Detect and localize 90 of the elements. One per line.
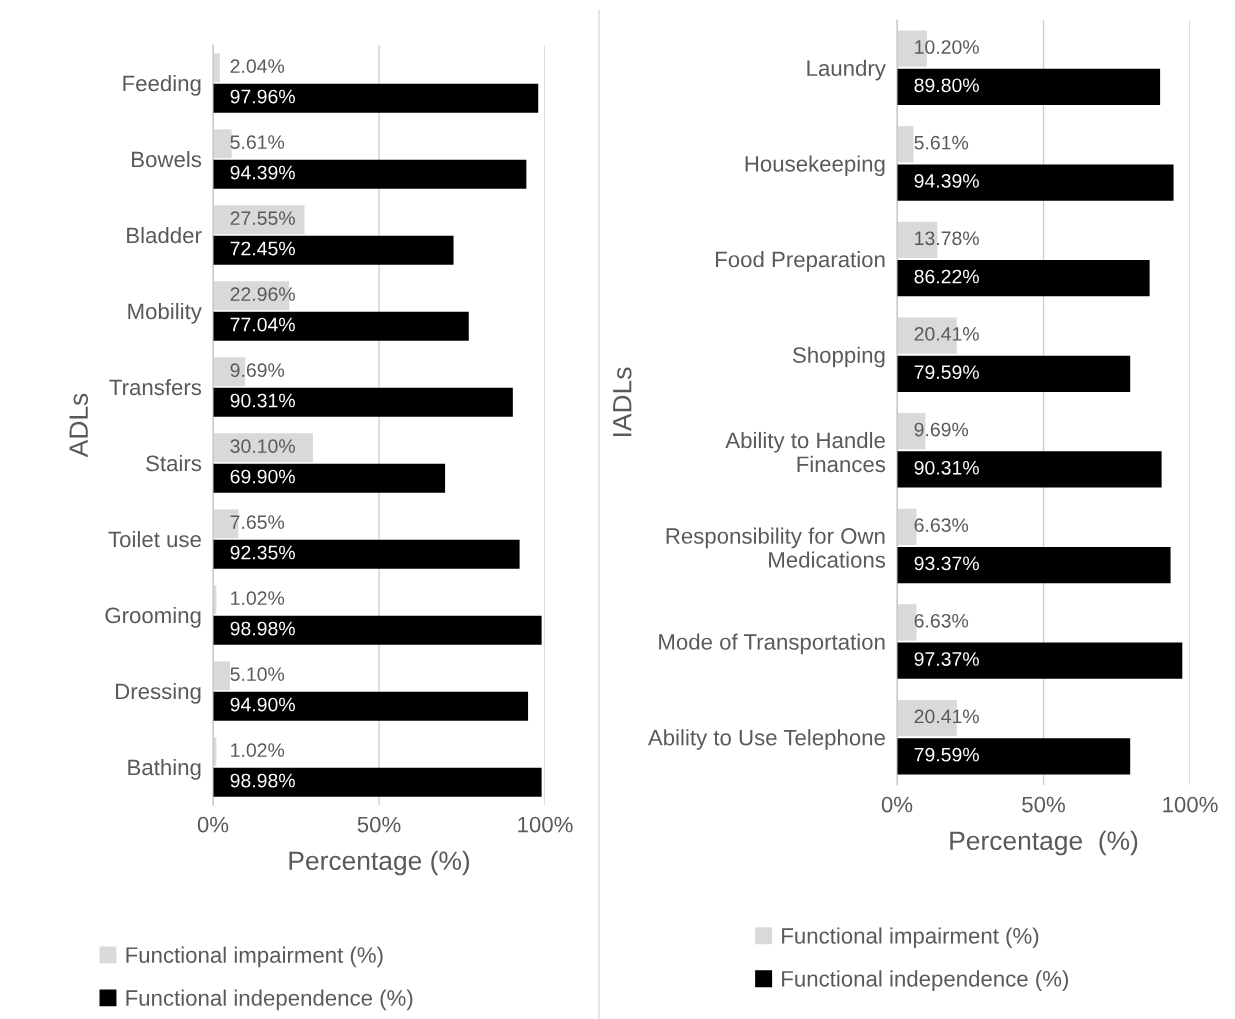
bar <box>213 767 542 797</box>
y-tick-label: Ability to Handle Finances <box>725 431 886 473</box>
y-tick-label: Food Preparation <box>716 251 885 272</box>
data-label: 97.37% <box>914 652 979 666</box>
data-label: 2.04% <box>230 59 285 74</box>
data-label: 1.02% <box>231 591 285 606</box>
data-label: 90.31% <box>230 393 295 408</box>
bar <box>213 433 313 463</box>
y-tick-label: Bathing <box>128 758 201 780</box>
legend-label: Functional impairment (%) <box>782 927 1039 949</box>
bar <box>897 260 1150 297</box>
bar <box>897 546 1171 584</box>
y-tick-label: Ability to Use Telephone <box>647 729 885 750</box>
y-tick-label: Dressing <box>116 682 201 704</box>
bar <box>213 83 539 113</box>
data-label: 79.59% <box>914 747 979 762</box>
y-tick-label: Mobility <box>128 302 202 324</box>
data-label: 94.90% <box>230 697 295 712</box>
data-label: 86.22% <box>914 269 979 284</box>
bar <box>897 738 1131 775</box>
data-label: 92.35% <box>230 545 295 560</box>
data-label: 90.31% <box>914 460 979 475</box>
data-label: 20.41% <box>914 709 979 724</box>
y-tick-label: Transfers <box>109 378 202 396</box>
data-label: 7.65% <box>230 515 285 530</box>
data-label: 20.41% <box>914 327 979 341</box>
data-label: 77.04% <box>230 317 295 332</box>
data-label: 22.96% <box>230 287 295 302</box>
bar <box>897 164 1174 201</box>
data-label: 6.63% <box>914 518 969 533</box>
x-tick-label: 50% <box>1022 796 1065 813</box>
data-label: 9.69% <box>230 363 285 378</box>
bar <box>897 355 1131 392</box>
bar <box>213 539 520 569</box>
y-tick-label: Stairs <box>146 454 202 472</box>
bar <box>213 387 513 417</box>
data-label: 89.80% <box>914 78 979 93</box>
x-tick-label: 0% <box>881 796 913 813</box>
data-label: 94.39% <box>230 165 295 180</box>
bar <box>213 691 529 721</box>
bar <box>213 311 469 341</box>
bar <box>213 129 232 159</box>
data-label: 97.96% <box>230 89 295 104</box>
bar <box>897 68 1161 106</box>
y-tick-label: Feeding <box>123 74 201 96</box>
data-label: 5.10% <box>230 667 285 682</box>
data-label: 72.45% <box>230 241 295 256</box>
x-tick-label: 100% <box>1163 796 1218 813</box>
data-label: 13.78% <box>915 231 979 246</box>
data-label: 94.39% <box>914 174 979 188</box>
data-label: 93.37% <box>914 556 979 571</box>
y-tick-label: Grooming <box>105 606 201 628</box>
data-label: 6.63% <box>914 613 969 628</box>
bar <box>213 661 230 691</box>
y-tick-label: Housekeeping <box>745 155 885 177</box>
bar <box>897 451 1162 488</box>
y-tick-label: Bowels <box>132 150 202 168</box>
x-tick-label: 0% <box>197 816 229 833</box>
bar <box>897 126 914 163</box>
y-tick-label: Toilet use <box>108 530 201 548</box>
y-tick-label: Mode of Transportation <box>659 633 885 655</box>
legend-label: Functional impairment (%) <box>126 946 383 968</box>
x-axis-title: Percentage (%) <box>950 830 1138 856</box>
y-axis-title: ADLs <box>69 393 88 458</box>
y-tick-label: Responsibility for Own Medications <box>666 527 886 568</box>
x-tick-label: 50% <box>357 816 401 833</box>
data-label: 10.20% <box>915 40 979 54</box>
x-tick-label: 100% <box>518 816 573 833</box>
bar <box>213 463 446 493</box>
data-label: 98.98% <box>230 621 295 636</box>
legend-label: Functional independence (%) <box>782 970 1068 992</box>
x-axis-title: Percentage (%) <box>289 850 470 876</box>
data-label: 5.61% <box>230 135 285 150</box>
data-label: 69.90% <box>230 469 295 484</box>
bar <box>213 159 527 189</box>
bar <box>213 615 542 645</box>
legend-label: Functional independence (%) <box>126 989 413 1011</box>
data-label: 79.59% <box>914 365 979 380</box>
data-label: 1.02% <box>231 743 285 758</box>
bar <box>213 235 454 265</box>
data-label: 5.61% <box>914 135 969 150</box>
bar <box>897 642 1183 679</box>
data-label: 9.69% <box>914 422 969 437</box>
data-label: 98.98% <box>230 773 295 788</box>
data-label: 27.55% <box>230 211 295 226</box>
y-tick-label: Shopping <box>792 346 885 368</box>
y-tick-label: Bladder <box>127 226 202 244</box>
y-axis-title: IADLs <box>613 367 632 436</box>
data-label: 30.10% <box>230 439 295 454</box>
y-tick-label: Laundry <box>807 59 886 81</box>
